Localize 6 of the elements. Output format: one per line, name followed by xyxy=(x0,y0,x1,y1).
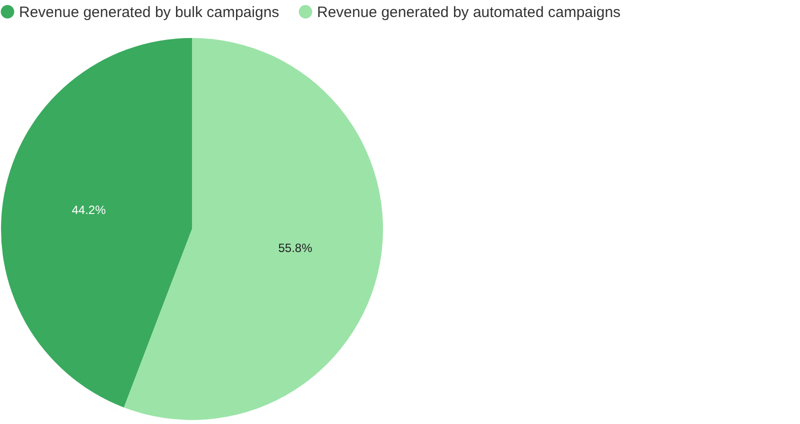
pie-slice xyxy=(124,38,383,420)
pie-slice xyxy=(1,38,192,408)
data-label: 55.8% xyxy=(278,241,313,256)
data-label: 44.2% xyxy=(72,202,106,217)
legend-label: Revenue generated by automated campaigns xyxy=(317,4,621,21)
legend-label: Revenue generated by bulk campaigns xyxy=(19,4,280,21)
